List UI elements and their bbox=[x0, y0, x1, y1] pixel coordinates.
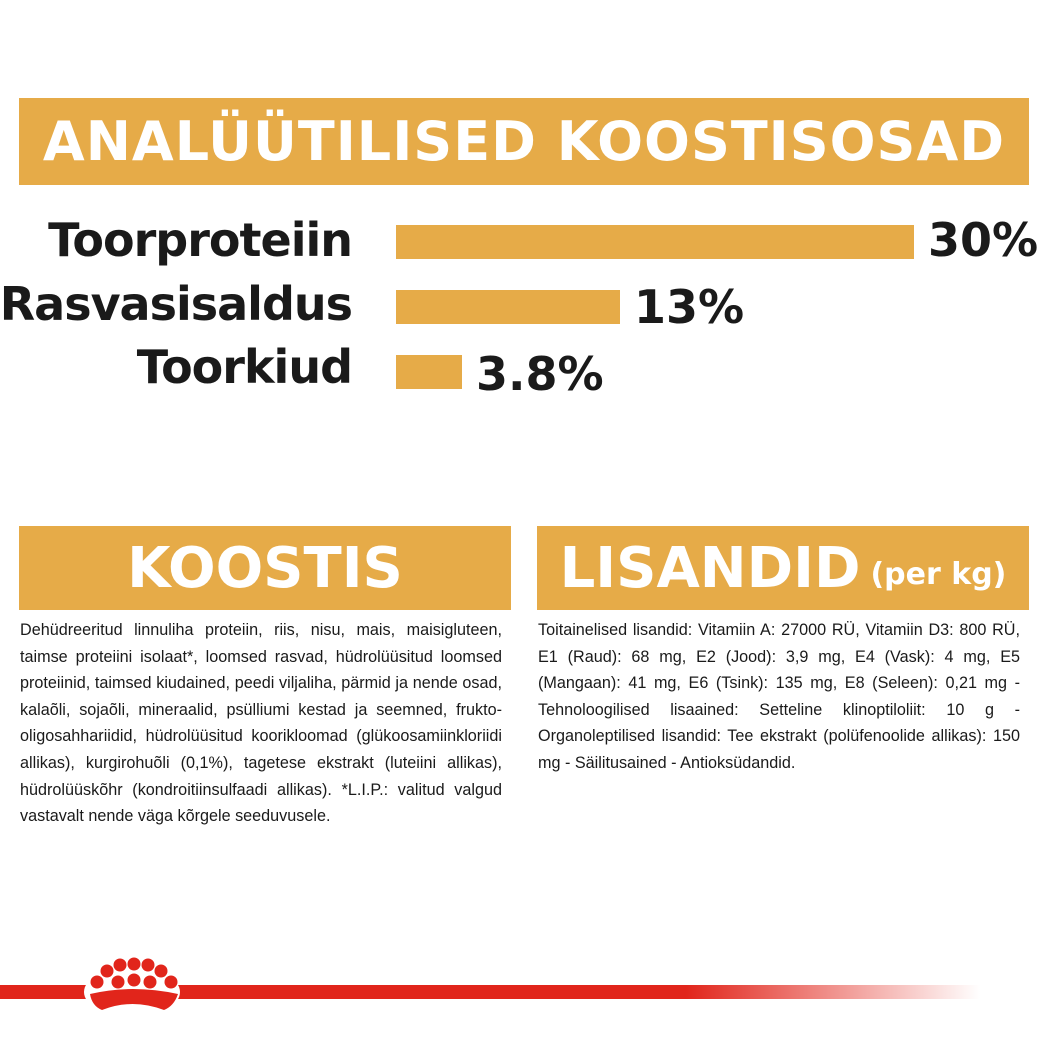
section-title-composition: KOOSTIS bbox=[19, 526, 511, 610]
footer-brand-line bbox=[0, 985, 980, 999]
section-title-analytical: ANALÜÜTILISED KOOSTISOSAD bbox=[19, 98, 1029, 185]
section-title-additives-text: LISANDID bbox=[559, 535, 861, 601]
nutrient-value-fiber: 3.8% bbox=[476, 347, 604, 401]
section-title-additives: LISANDID (per kg) bbox=[537, 526, 1029, 610]
nutrient-label-fiber: Toorkiud bbox=[136, 340, 353, 394]
section-title-composition-text: KOOSTIS bbox=[127, 535, 403, 601]
nutrient-value-protein: 30% bbox=[928, 213, 1039, 267]
nutrient-label-protein: Toorproteiin bbox=[48, 213, 353, 267]
nutrient-bar-protein bbox=[396, 225, 914, 259]
section-title-additives-unit: (per kg) bbox=[870, 556, 1007, 592]
section-title-analytical-text: ANALÜÜTILISED KOOSTISOSAD bbox=[42, 110, 1006, 173]
royal-canin-crown-icon bbox=[84, 957, 180, 1017]
nutrient-label-fat: Rasvasisaldus bbox=[0, 277, 353, 331]
nutrient-value-fat: 13% bbox=[634, 280, 745, 334]
composition-text: Dehüdreeritud linnuliha proteiin, riis, … bbox=[20, 621, 502, 826]
nutrient-bar-fat bbox=[396, 290, 620, 324]
nutrient-bar-fiber bbox=[396, 355, 462, 389]
additives-text: Toitainelised lisandid: Vitamiin A: 2700… bbox=[538, 621, 1020, 772]
